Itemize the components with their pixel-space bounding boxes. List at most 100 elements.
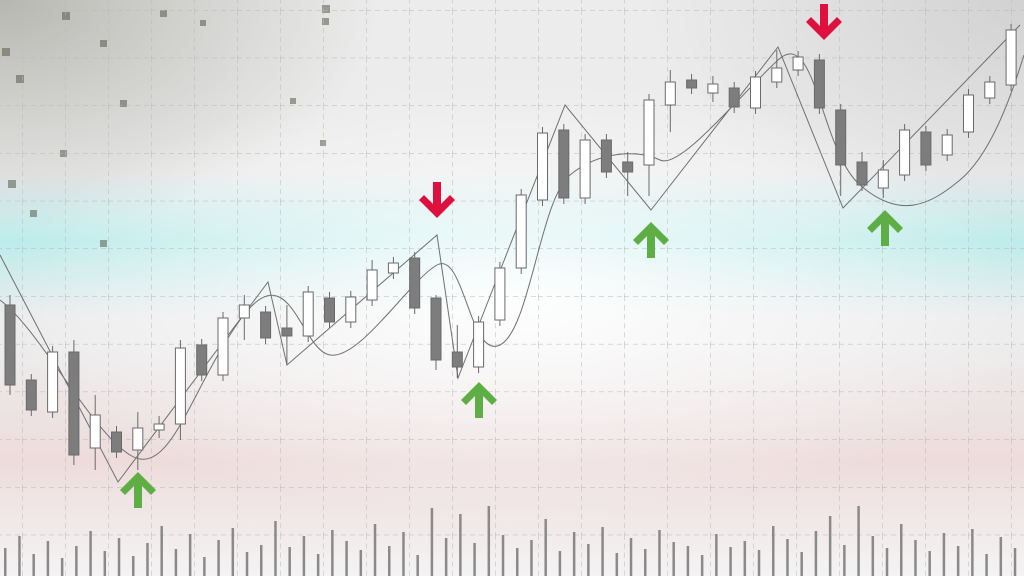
volume-bar xyxy=(459,514,462,576)
candle-body xyxy=(217,317,229,376)
candle-body xyxy=(856,161,868,186)
candle-body xyxy=(877,169,889,189)
candle-body xyxy=(473,321,485,368)
candle-body xyxy=(515,194,527,269)
volume-bar xyxy=(828,516,832,576)
candle-body xyxy=(494,267,506,321)
buy-arrow xyxy=(633,222,669,258)
volume-bar xyxy=(288,547,291,576)
volume-bar xyxy=(89,531,92,576)
volume-bar xyxy=(402,532,405,576)
candle-body xyxy=(4,304,16,386)
candle-body xyxy=(537,132,548,201)
candle-body xyxy=(835,109,847,166)
volume-bar xyxy=(231,528,235,576)
volume-bar xyxy=(75,546,78,576)
candle-body xyxy=(728,87,740,108)
volume-bar xyxy=(4,548,7,576)
candle-body xyxy=(920,131,932,166)
candle-body xyxy=(984,81,996,99)
volume-bar xyxy=(715,534,718,576)
candle-body xyxy=(600,139,612,173)
volume-bar xyxy=(160,526,163,576)
volume-bar xyxy=(629,538,633,576)
candle-body xyxy=(643,99,655,166)
buy-arrow xyxy=(120,472,156,508)
volume-bar xyxy=(530,540,533,576)
candle-body xyxy=(238,304,250,319)
volume-bar xyxy=(473,543,476,576)
volume-bar xyxy=(373,524,377,576)
candle-body xyxy=(430,297,442,361)
candle-body xyxy=(1005,29,1017,86)
volume-bar xyxy=(487,506,491,576)
volume-bar xyxy=(260,545,263,576)
candle-body xyxy=(686,79,698,89)
volume-bar xyxy=(132,556,135,576)
volume-bar xyxy=(942,533,946,576)
volume-bar xyxy=(359,550,363,576)
volume-layer xyxy=(4,506,1017,576)
candle-body xyxy=(963,94,974,133)
volume-bar xyxy=(644,549,647,576)
volume-bar xyxy=(900,524,903,576)
volume-bar xyxy=(516,548,519,576)
volume-bar xyxy=(1013,548,1017,576)
candle-body xyxy=(451,351,463,368)
volume-bar xyxy=(188,534,192,576)
volume-bar xyxy=(32,554,35,576)
volume-bar xyxy=(601,527,604,576)
candle-body xyxy=(111,431,122,453)
volume-bar xyxy=(729,547,732,576)
sell-arrow xyxy=(419,182,455,218)
volume-bar xyxy=(345,541,348,576)
volume-bar xyxy=(331,530,334,576)
candle-body xyxy=(387,262,399,274)
volume-bar xyxy=(971,529,974,576)
volume-bar xyxy=(757,550,761,576)
volume-bar xyxy=(772,526,775,576)
candle-body xyxy=(707,83,719,94)
volume-bar xyxy=(302,536,306,576)
signal-arrows xyxy=(120,4,903,508)
volume-bar xyxy=(18,536,21,576)
candles-layer xyxy=(4,24,1017,470)
candle-body xyxy=(25,379,37,411)
sell-arrow xyxy=(806,4,842,40)
candle-body xyxy=(750,76,761,109)
volume-bar xyxy=(274,521,277,576)
volume-bar xyxy=(146,543,149,576)
candle-body xyxy=(792,56,804,71)
volume-bar xyxy=(558,551,562,576)
volume-bar xyxy=(174,549,178,576)
volume-bar xyxy=(416,555,419,576)
volume-bar xyxy=(672,542,675,576)
volume-bar xyxy=(117,538,121,576)
volume-bar xyxy=(430,508,434,576)
volume-bar xyxy=(658,530,661,576)
volume-bar xyxy=(544,519,547,576)
volume-bar xyxy=(686,546,690,576)
volume-bar xyxy=(46,541,50,576)
volume-bar xyxy=(999,537,1003,576)
candle-body xyxy=(281,327,293,337)
volume-bar xyxy=(743,541,747,576)
candle-body xyxy=(813,59,825,109)
volume-bar xyxy=(857,506,860,576)
candle-body xyxy=(302,291,314,337)
candle-body xyxy=(771,67,783,83)
candle-body xyxy=(622,161,634,173)
candle-body xyxy=(153,423,165,431)
candle-body xyxy=(345,296,357,323)
volume-bar xyxy=(587,544,590,576)
buy-arrow xyxy=(461,382,497,418)
volume-bar xyxy=(615,553,619,576)
volume-bar xyxy=(103,551,107,576)
volume-bar xyxy=(814,531,818,576)
buy-arrow xyxy=(867,210,903,246)
volume-bar xyxy=(60,558,64,576)
volume-bar xyxy=(985,554,988,576)
